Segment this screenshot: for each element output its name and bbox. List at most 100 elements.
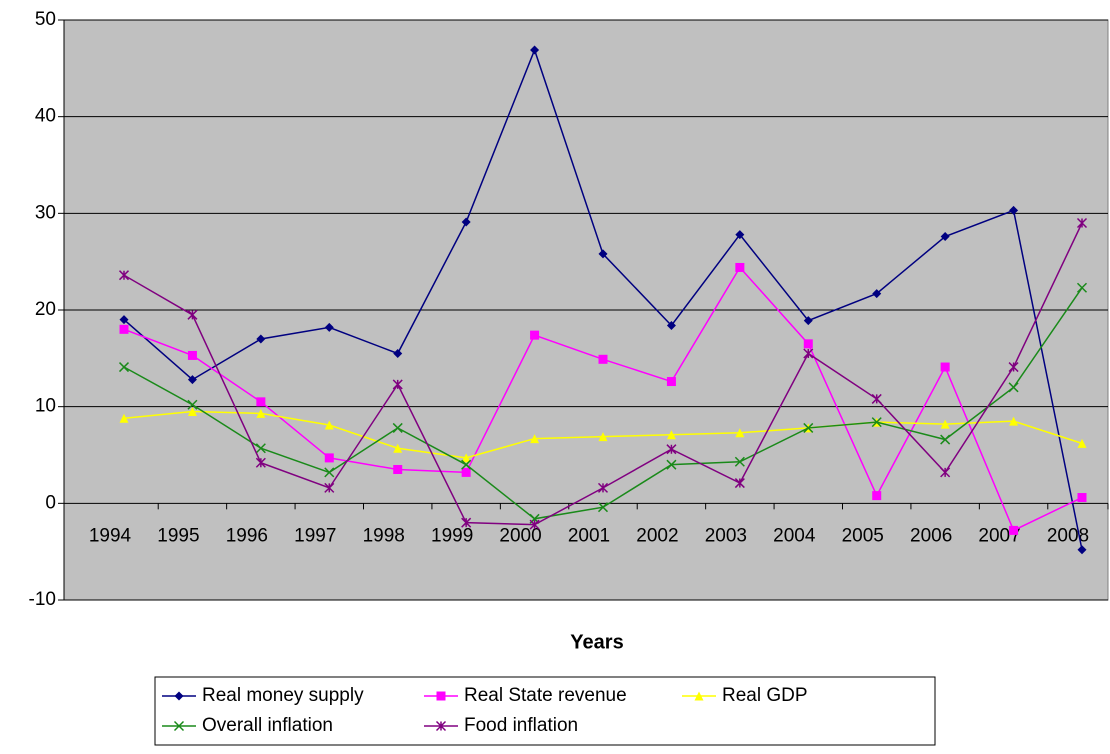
x-tick-label: 1998 xyxy=(363,525,405,546)
data-point xyxy=(187,375,197,385)
x-tick-label: 1996 xyxy=(226,525,268,546)
data-point xyxy=(393,465,403,474)
x-tick-label: 2008 xyxy=(1047,525,1089,546)
data-point xyxy=(256,408,266,418)
data-point xyxy=(598,432,608,442)
data-point xyxy=(803,348,814,359)
data-point xyxy=(461,517,472,528)
data-point xyxy=(529,519,540,530)
data-point xyxy=(1077,545,1087,555)
y-tick-label: 10 xyxy=(35,396,56,417)
data-point xyxy=(1077,493,1087,503)
data-point xyxy=(666,444,677,455)
data-point xyxy=(530,45,540,55)
data-point xyxy=(803,422,814,433)
data-point xyxy=(187,399,198,410)
data-point xyxy=(871,393,882,404)
data-point xyxy=(1009,525,1019,535)
data-point xyxy=(324,482,335,493)
data-point xyxy=(393,443,403,453)
data-point xyxy=(392,379,403,390)
data-point xyxy=(872,289,882,299)
data-point xyxy=(598,249,608,259)
data-point xyxy=(119,413,129,423)
x-tick-label: 1994 xyxy=(89,525,132,546)
data-point xyxy=(461,453,471,463)
data-point xyxy=(871,417,882,428)
x-axis-title: Years xyxy=(570,631,623,653)
data-point xyxy=(1009,416,1019,426)
data-point xyxy=(461,467,471,477)
data-point xyxy=(392,422,403,433)
y-tick-label: 20 xyxy=(35,299,56,320)
x-tick-label: 2000 xyxy=(499,525,541,546)
x-tick-label: 1999 xyxy=(431,525,473,546)
legend-label: Real GDP xyxy=(722,685,808,706)
legend-label: Overall inflation xyxy=(202,715,333,736)
x-tick-label: 2004 xyxy=(773,525,816,546)
x-tick-label: 2006 xyxy=(910,525,952,546)
data-point xyxy=(1009,205,1019,215)
data-point xyxy=(666,430,676,440)
data-point xyxy=(1076,217,1088,229)
data-point xyxy=(666,459,677,470)
data-point xyxy=(1008,362,1019,373)
data-point xyxy=(803,316,813,326)
y-tick-label: 30 xyxy=(35,202,56,223)
data-point xyxy=(461,459,472,470)
data-point xyxy=(734,456,745,467)
data-point xyxy=(461,217,471,227)
data-point xyxy=(735,230,745,240)
x-tick-label: 2001 xyxy=(568,525,610,546)
data-point xyxy=(734,478,745,489)
data-point xyxy=(119,315,129,325)
legend-marker xyxy=(174,691,184,701)
data-point xyxy=(324,467,335,478)
data-point xyxy=(324,420,334,430)
data-point xyxy=(803,339,813,349)
x-tick-label: 2005 xyxy=(842,525,884,546)
data-point xyxy=(735,262,745,272)
data-point xyxy=(1076,282,1088,293)
legend-label: Real State revenue xyxy=(464,685,627,706)
data-point xyxy=(118,362,130,373)
data-point xyxy=(940,232,950,242)
data-point xyxy=(119,324,129,334)
data-point xyxy=(940,434,951,445)
data-point xyxy=(666,377,676,387)
data-point xyxy=(735,428,745,438)
legend-marker xyxy=(694,691,704,701)
data-point xyxy=(256,334,266,344)
data-point xyxy=(118,270,130,281)
data-point xyxy=(255,443,266,454)
data-point xyxy=(255,457,266,468)
data-point xyxy=(597,502,609,513)
legend-marker xyxy=(173,720,185,732)
legend-marker xyxy=(436,691,446,701)
data-point xyxy=(530,330,540,340)
data-point xyxy=(393,349,403,358)
y-tick-label: -10 xyxy=(29,589,56,610)
x-tick-label: 1997 xyxy=(294,525,336,546)
data-point xyxy=(666,320,676,330)
legend-label: Real money supply xyxy=(202,685,364,706)
legend-label: Food inflation xyxy=(464,715,578,736)
data-point xyxy=(324,322,334,332)
x-tick-label: 2002 xyxy=(636,525,678,546)
data-point xyxy=(187,309,198,320)
data-point xyxy=(1077,438,1087,448)
data-point xyxy=(940,362,950,372)
data-point xyxy=(598,354,608,364)
data-point xyxy=(256,397,266,407)
data-point xyxy=(597,482,609,493)
y-tick-label: 50 xyxy=(35,9,56,30)
data-point xyxy=(940,467,951,478)
data-point xyxy=(187,407,197,416)
legend-marker xyxy=(435,720,447,732)
data-point xyxy=(940,419,950,429)
y-tick-label: 40 xyxy=(35,106,56,127)
data-point xyxy=(1008,382,1019,393)
data-point xyxy=(872,491,882,501)
x-tick-label: 2003 xyxy=(705,525,747,546)
